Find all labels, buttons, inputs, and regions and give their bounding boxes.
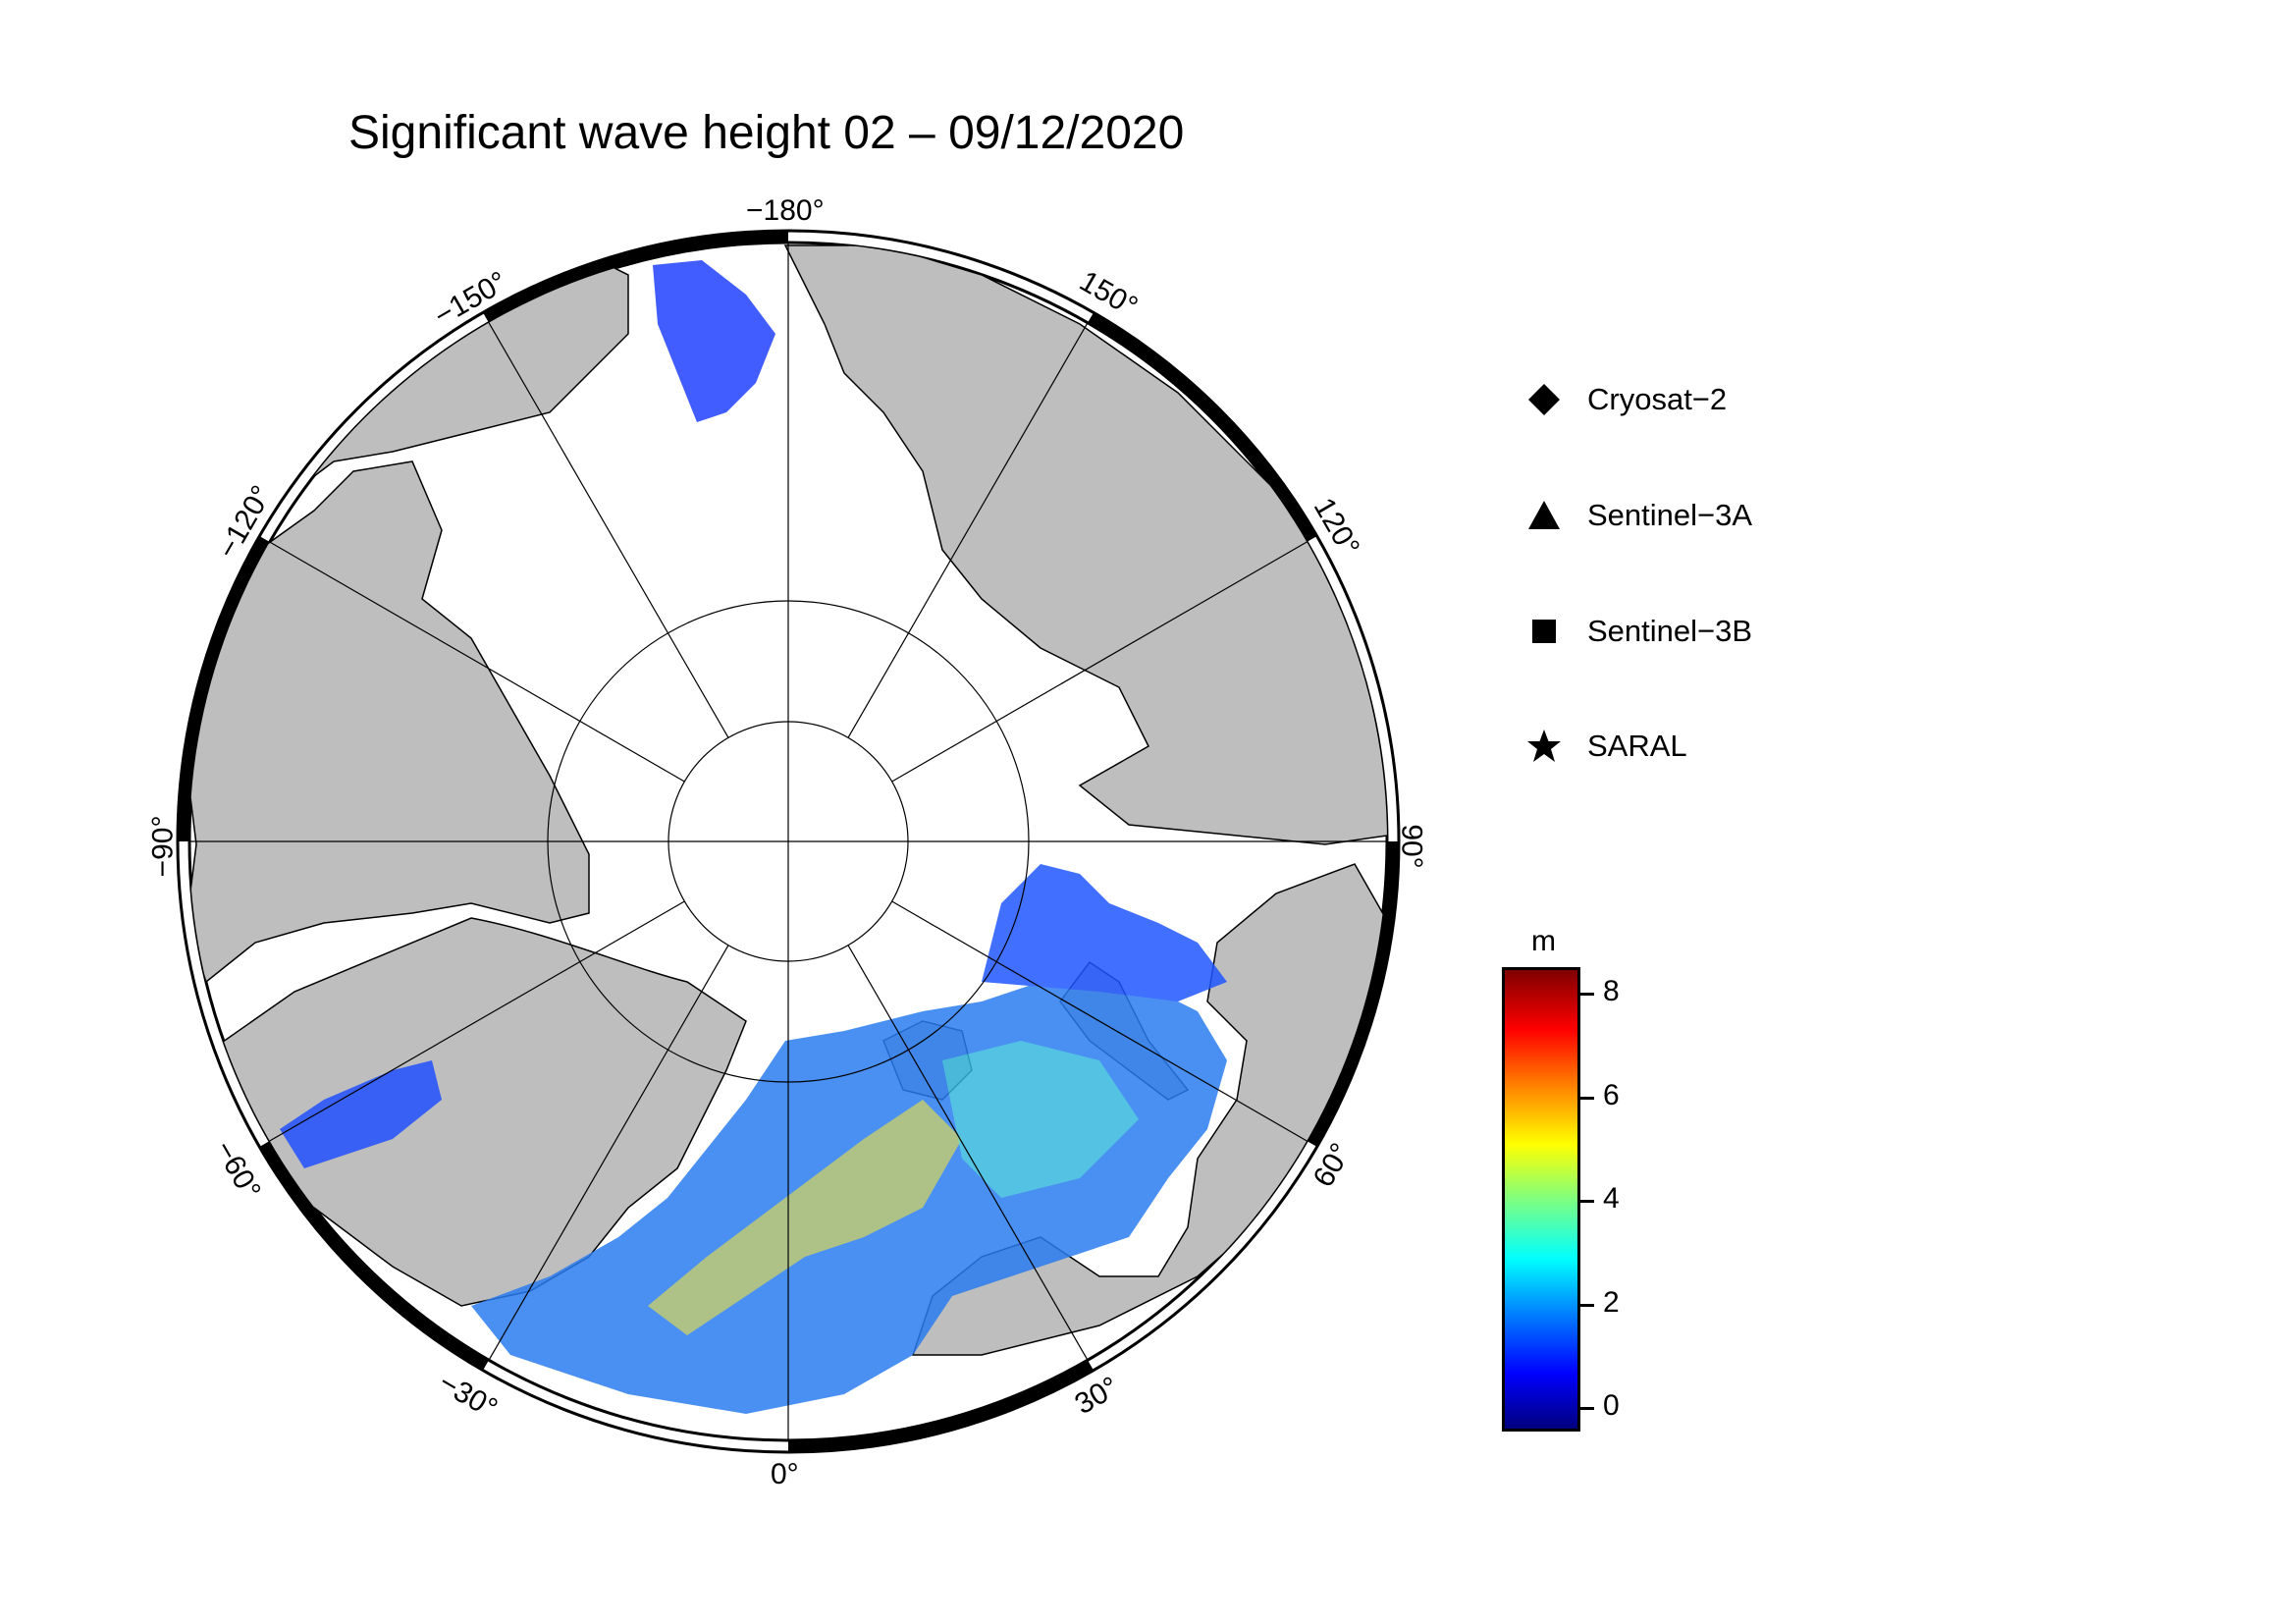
legend-sentinel-3b: Sentinel−3B	[1526, 614, 1752, 649]
legend-cryosat: Cryosat−2	[1526, 382, 1727, 417]
colorbar-tick	[1580, 1200, 1594, 1203]
land-greenland	[195, 917, 747, 1307]
lon-label-0: 0°	[771, 1458, 799, 1490]
legend-label: Sentinel−3A	[1587, 498, 1753, 532]
lon-label-90: 90°	[1395, 824, 1428, 869]
swath-barents	[982, 864, 1227, 1001]
colorbar-tick	[1580, 1097, 1594, 1100]
map-title: Significant wave height 02 – 09/12/2020	[348, 107, 1185, 159]
colorbar-unit: m	[1531, 925, 1556, 957]
graticule	[189, 243, 1387, 1440]
frame-segment	[483, 231, 788, 323]
colorbar-tick-label: 2	[1603, 1286, 1620, 1319]
meridian-line	[891, 900, 1308, 1142]
lon-label-minus180: −180°	[746, 194, 825, 227]
meridian-line	[891, 541, 1308, 783]
legend-saral: SARAL	[1526, 729, 1687, 764]
meridian-line	[847, 945, 1089, 1361]
swath-bering	[653, 260, 775, 422]
data-swaths	[280, 260, 1227, 1414]
meridian-line	[269, 900, 685, 1142]
colorbar-tick-label: 8	[1603, 975, 1620, 1007]
legend-label: Cryosat−2	[1587, 382, 1728, 416]
swath-warm-spots	[942, 1041, 1139, 1198]
meridian-line	[488, 322, 729, 738]
legend-label: Sentinel−3B	[1587, 614, 1753, 648]
land-siberia	[783, 244, 1387, 845]
swath-labrador	[280, 1060, 442, 1168]
triangle-icon	[1528, 501, 1560, 529]
square-icon	[1532, 620, 1556, 643]
meridian-line	[269, 541, 685, 783]
lon-label-minus90: −90°	[146, 815, 180, 878]
frame-segment	[178, 536, 270, 841]
colorbar-tick-label: 4	[1603, 1182, 1620, 1215]
colorbar-tick	[1580, 1407, 1594, 1410]
frame-segment	[1307, 841, 1399, 1147]
colorbar-tick	[1580, 1304, 1594, 1307]
swath-hot-spots	[648, 1100, 962, 1335]
colorbar-tick-label: 0	[1603, 1389, 1620, 1422]
colorbar-tick-label: 6	[1603, 1079, 1620, 1111]
legend-sentinel-3a: Sentinel−3A	[1526, 498, 1752, 533]
star-icon	[1527, 730, 1561, 762]
diamond-icon	[1528, 384, 1560, 415]
meridian-line	[847, 322, 1089, 738]
meridian-line	[488, 945, 729, 1361]
colorbar	[1502, 967, 1580, 1432]
colorbar-tick	[1580, 993, 1594, 996]
frame-segment	[788, 1360, 1094, 1452]
legend-label: SARAL	[1587, 729, 1687, 763]
